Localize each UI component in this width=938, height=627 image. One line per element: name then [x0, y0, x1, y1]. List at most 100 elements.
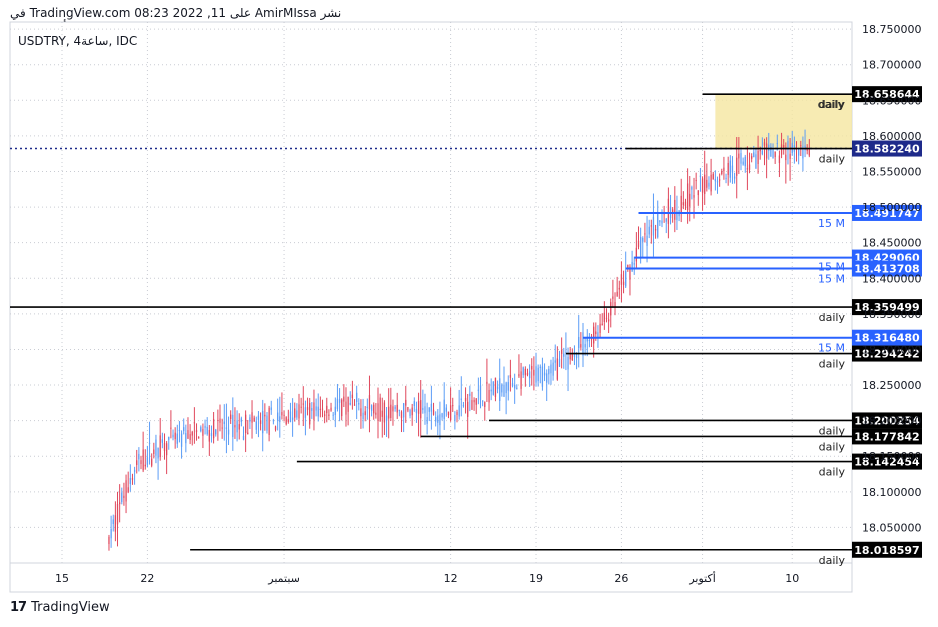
candle-body	[119, 502, 121, 505]
candle-body	[185, 433, 187, 444]
x-tick-label: 15	[55, 572, 69, 585]
level-tag: 15 M	[818, 342, 845, 355]
y-tick-label: 18.250000	[862, 379, 922, 392]
candle-body	[575, 352, 578, 359]
candle-body	[556, 358, 559, 380]
candle-body	[392, 406, 394, 412]
candle-body	[672, 209, 674, 214]
candle-body	[430, 403, 433, 412]
candle-body	[343, 396, 345, 402]
candle-body	[697, 190, 699, 196]
candle-body	[721, 171, 723, 174]
candle-body	[460, 398, 462, 400]
candle-body	[691, 187, 693, 190]
candle-body	[716, 181, 719, 183]
candle-body	[212, 418, 215, 439]
candle-body	[652, 216, 655, 236]
candle-body	[272, 420, 275, 422]
candle-body	[475, 398, 477, 405]
candle-body	[189, 434, 191, 441]
candle-body	[230, 414, 232, 419]
candle-body	[240, 418, 242, 422]
level-tag: 15 M	[818, 217, 845, 230]
candle-body	[763, 142, 766, 146]
candle-body	[729, 160, 731, 178]
svg-text:18.582240: 18.582240	[854, 143, 920, 156]
candle-body	[289, 411, 292, 422]
candle-body	[516, 387, 518, 389]
price-label: 18.018597	[852, 541, 922, 558]
candle-body	[699, 175, 702, 178]
candle-body	[633, 263, 635, 265]
candle-body	[306, 407, 309, 410]
candle-body	[227, 429, 230, 435]
candle-body	[364, 411, 366, 416]
candle-body	[603, 312, 605, 322]
candle-body	[546, 373, 548, 383]
candle-body	[514, 384, 516, 389]
candle-body	[518, 374, 520, 377]
price-label: 18.177842	[852, 428, 922, 445]
candle-body	[285, 417, 287, 425]
candle-body	[251, 412, 253, 423]
candle-body	[744, 156, 746, 167]
candle-body	[654, 229, 657, 231]
candle-body	[313, 402, 315, 420]
candle-body	[640, 237, 642, 259]
level-tag: 15 M	[818, 273, 845, 286]
symbol-label: USDTRY, 4ساعة, IDC	[18, 34, 138, 48]
candle-body	[161, 439, 163, 443]
level-tag: daily	[819, 153, 846, 166]
candle-body	[772, 148, 774, 158]
candle-body	[565, 352, 567, 354]
candle-body	[802, 146, 804, 159]
candle-body	[469, 393, 471, 396]
candle-body	[484, 402, 486, 407]
y-tick-label: 18.750000	[862, 23, 922, 36]
candle-body	[584, 344, 586, 348]
candle-body	[291, 417, 294, 420]
candle-body	[774, 151, 776, 157]
candle-body	[714, 179, 717, 182]
candle-body	[366, 406, 368, 408]
candle-body	[492, 381, 494, 395]
candle-body	[236, 420, 238, 433]
candle-body	[742, 161, 744, 165]
candle-body	[402, 403, 405, 418]
time-axis	[9, 562, 853, 593]
candle-body	[533, 369, 535, 376]
candle-body	[315, 406, 317, 411]
candle-body	[274, 426, 277, 430]
candle-body	[221, 427, 223, 429]
candle-body	[573, 352, 576, 357]
candle-body	[646, 235, 648, 246]
candle-body	[396, 404, 398, 413]
candle-body	[682, 202, 684, 206]
candle-body	[567, 356, 569, 370]
candle-body	[146, 457, 149, 465]
candle-body	[447, 411, 450, 416]
candle-body	[249, 417, 251, 422]
candle-body	[247, 432, 249, 435]
candle-body	[586, 336, 588, 342]
candle-body	[637, 240, 640, 247]
candle-body	[309, 403, 311, 425]
x-tick-label: 19	[529, 572, 543, 585]
price-label: 18.142454	[852, 453, 922, 470]
x-tick-label: 10	[785, 572, 799, 585]
y-tick-label: 18.450000	[862, 237, 922, 250]
candle-body	[153, 449, 155, 454]
candle-body	[458, 405, 460, 417]
candle-body	[607, 319, 610, 322]
level-tag: daily	[819, 424, 846, 437]
candle-body	[121, 492, 123, 503]
candle-body	[432, 409, 435, 415]
candle-body	[548, 368, 550, 375]
candle-body	[558, 359, 561, 367]
svg-text:18.316480: 18.316480	[854, 332, 920, 345]
candle-body	[751, 156, 753, 159]
candle-body	[462, 405, 465, 407]
level-tag: daily	[819, 98, 846, 111]
candle-body	[612, 296, 614, 299]
